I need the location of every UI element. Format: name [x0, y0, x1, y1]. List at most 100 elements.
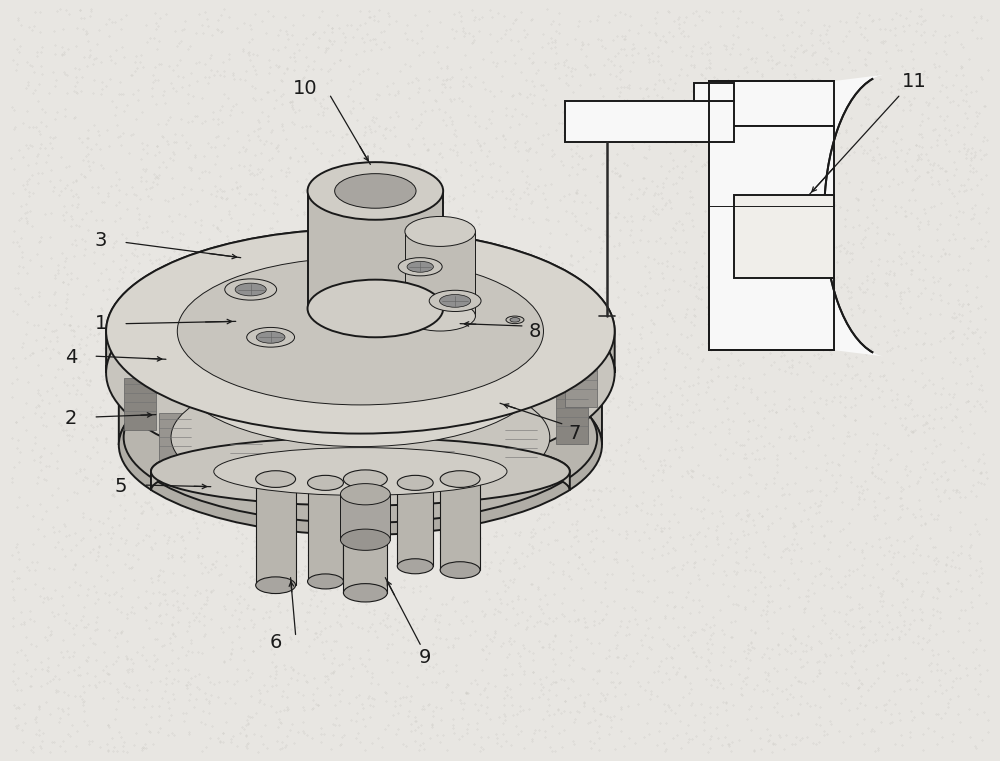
Point: [734, 689, 750, 701]
Point: [758, 304, 774, 316]
Point: [928, 708, 944, 721]
Point: [618, 532, 634, 544]
Point: [516, 668, 532, 680]
Point: [69, 725, 85, 737]
Point: [105, 527, 121, 539]
Point: [654, 299, 670, 311]
Point: [352, 5, 368, 18]
Point: [532, 164, 548, 176]
Point: [430, 622, 446, 635]
Point: [661, 165, 677, 177]
Point: [185, 507, 201, 519]
Point: [155, 156, 171, 168]
Point: [839, 142, 855, 154]
Point: [718, 40, 734, 52]
Point: [82, 513, 98, 525]
Point: [940, 578, 956, 590]
Point: [267, 240, 283, 252]
Point: [289, 478, 305, 490]
Point: [709, 73, 725, 85]
Point: [516, 24, 532, 36]
Point: [898, 210, 914, 222]
Point: [59, 428, 75, 441]
Point: [979, 134, 995, 146]
Point: [241, 134, 257, 146]
Point: [429, 40, 445, 52]
Point: [6, 33, 22, 45]
Point: [209, 149, 225, 161]
Point: [586, 705, 602, 717]
Point: [392, 526, 408, 538]
Point: [502, 193, 518, 205]
Point: [811, 711, 827, 723]
Point: [152, 609, 168, 621]
Point: [299, 677, 315, 689]
Point: [72, 690, 88, 702]
Point: [610, 651, 626, 664]
Point: [250, 123, 266, 135]
Point: [851, 673, 867, 686]
Point: [543, 42, 559, 54]
Point: [240, 505, 256, 517]
Point: [905, 546, 921, 559]
Point: [805, 366, 821, 378]
Point: [30, 319, 46, 331]
Point: [432, 256, 448, 268]
Point: [961, 616, 977, 629]
Point: [784, 340, 800, 352]
Point: [121, 663, 137, 675]
Point: [145, 176, 161, 188]
Point: [566, 738, 582, 750]
Point: [781, 74, 797, 86]
Point: [258, 521, 274, 533]
Point: [54, 543, 70, 556]
Point: [53, 646, 69, 658]
Point: [798, 169, 814, 181]
Point: [43, 591, 59, 603]
Point: [262, 605, 278, 617]
Point: [727, 371, 743, 383]
Point: [558, 424, 574, 436]
Point: [106, 741, 122, 753]
Point: [537, 193, 553, 205]
Point: [374, 740, 390, 753]
Point: [682, 607, 698, 619]
Point: [418, 412, 434, 425]
Point: [76, 705, 92, 717]
Point: [162, 151, 178, 164]
Point: [519, 170, 535, 182]
Point: [725, 109, 741, 121]
Point: [497, 27, 513, 40]
Point: [370, 678, 386, 690]
Point: [635, 171, 651, 183]
Point: [941, 247, 957, 260]
Point: [806, 396, 822, 409]
Point: [223, 414, 239, 426]
Point: [181, 161, 197, 173]
Point: [399, 19, 415, 31]
Point: [900, 282, 916, 294]
Point: [144, 454, 160, 466]
Polygon shape: [709, 126, 834, 350]
Point: [602, 711, 618, 723]
Point: [611, 311, 627, 323]
Point: [55, 705, 71, 717]
Point: [148, 357, 164, 369]
Point: [238, 565, 254, 578]
Point: [576, 699, 592, 712]
Point: [33, 655, 49, 667]
Point: [773, 170, 789, 182]
Point: [487, 375, 503, 387]
Point: [286, 476, 302, 488]
Point: [138, 601, 154, 613]
Point: [894, 81, 910, 94]
Point: [465, 353, 481, 365]
Point: [502, 683, 518, 696]
Point: [408, 72, 424, 84]
Point: [853, 390, 869, 402]
Point: [761, 437, 777, 449]
Point: [214, 25, 230, 37]
Point: [15, 261, 31, 273]
Point: [427, 615, 443, 627]
Point: [561, 658, 577, 670]
